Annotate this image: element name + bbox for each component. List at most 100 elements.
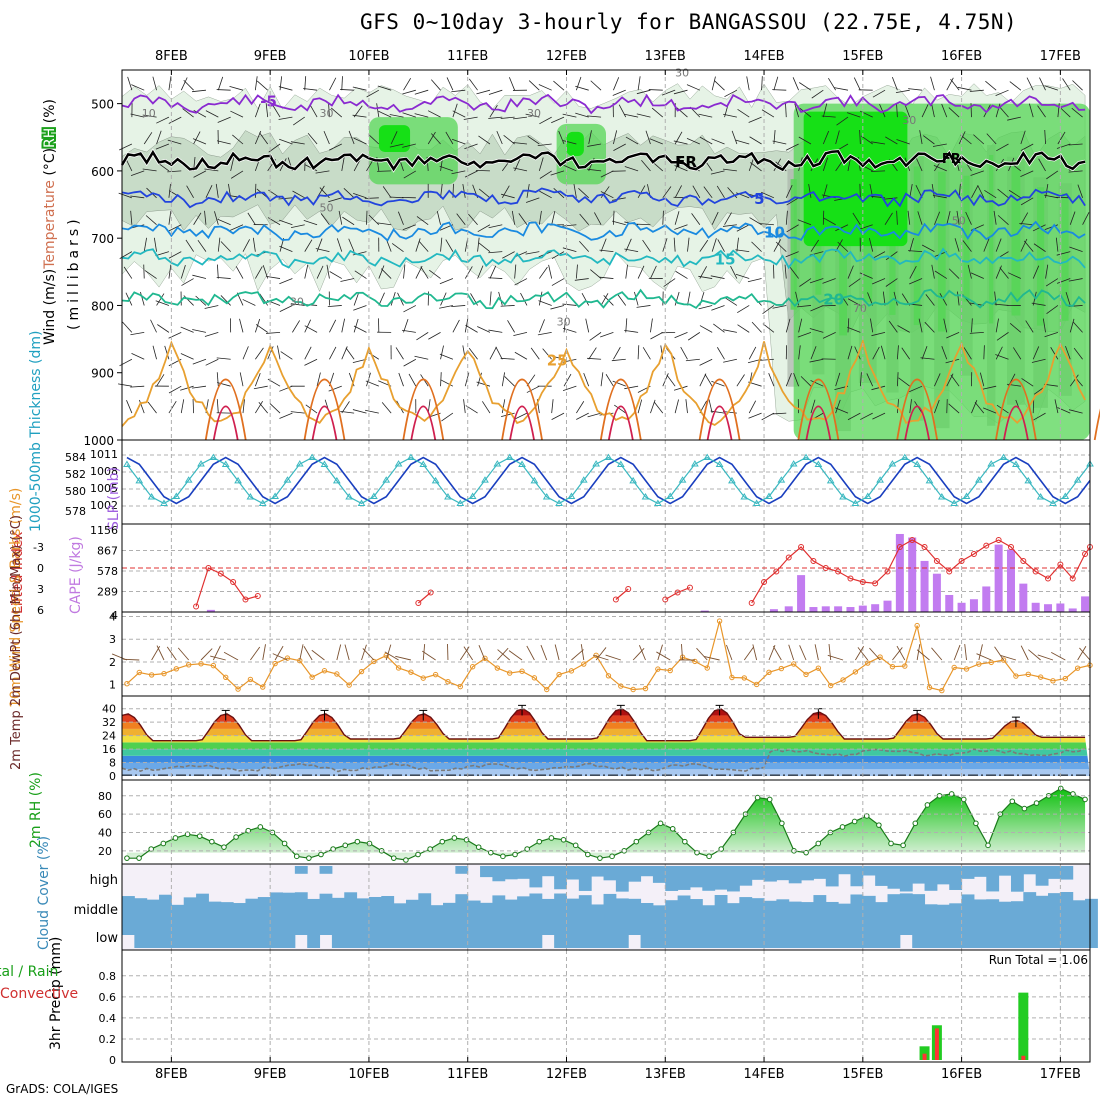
rh-marker (281, 840, 288, 847)
wind-speed-marker (865, 660, 871, 666)
wind-speed-marker (124, 680, 130, 687)
thickness-tick-label: 578 (65, 505, 86, 518)
wind-axis-label: 10m Wind Speed & Barbs (m/s) (8, 488, 24, 708)
rh-marker (1021, 805, 1028, 812)
cape-bar (1031, 602, 1040, 612)
lifted-index-line (664, 587, 691, 601)
wind-barb (590, 80, 602, 91)
wind-barb (748, 116, 762, 123)
wind-barb (216, 399, 219, 414)
wind-barb (415, 265, 423, 279)
wind-speed-marker (778, 665, 785, 672)
thickness-marker (678, 476, 687, 483)
temp-axis-label: 2m Temp 2m DewPt (6hr Min/Max) (°C) (9, 515, 24, 770)
thickness-marker (592, 460, 601, 467)
wind-barb (985, 80, 997, 91)
wind-barb (828, 78, 836, 91)
wind-barb (439, 165, 454, 172)
wind-barb (290, 411, 305, 414)
wind-barb (451, 138, 466, 145)
wind-barb (692, 185, 701, 199)
thickness-marker (332, 476, 341, 484)
rh-marker (500, 853, 506, 860)
wind-barb (1020, 170, 1034, 178)
precip-convective-bar (1021, 1055, 1026, 1060)
rh-marker (209, 838, 215, 845)
wind-barb (156, 374, 165, 387)
wind-barb (280, 351, 293, 360)
rh-marker (888, 840, 894, 847)
temp-contour-35 (311, 405, 338, 441)
wind-barb (859, 224, 873, 230)
wind-barb (811, 89, 824, 99)
temp-contour (121, 187, 1086, 209)
wind-barb (501, 185, 510, 199)
wind-barb (698, 305, 713, 310)
wind-barb (538, 84, 552, 91)
thickness-marker (221, 460, 230, 468)
wind-barb (126, 400, 133, 414)
wind-barb (402, 224, 417, 231)
wind-barb (562, 113, 577, 118)
lifted-index-marker (933, 558, 940, 564)
wind-barb (847, 345, 853, 360)
wind-barb (316, 265, 324, 279)
wind-barb (167, 170, 182, 173)
wind-barb-10m (303, 646, 313, 661)
wind-barb (600, 372, 604, 387)
middle-cloud-bar (282, 892, 296, 922)
wind-barb (452, 319, 460, 333)
thickness-marker (283, 476, 292, 483)
wind-barb (155, 300, 170, 306)
cape-bar (846, 607, 855, 612)
wind-barb (304, 239, 313, 252)
low-cloud-bar (356, 922, 370, 948)
wind-barb (130, 195, 145, 199)
middle-cloud-bar (628, 898, 642, 922)
wind-barb (896, 372, 899, 387)
wind-barb (553, 80, 565, 91)
wind-barb (934, 373, 941, 387)
wind-barb (884, 212, 893, 225)
wind-speed-marker (840, 677, 846, 683)
wind-barb (674, 399, 679, 414)
wind-speed-marker (803, 671, 809, 678)
wind-barb (563, 318, 567, 333)
thickness-marker (715, 460, 724, 468)
wind-barb (537, 143, 552, 147)
middle-cloud-bar (331, 897, 345, 922)
wind-barb (748, 346, 757, 360)
middle-cloud-bar (949, 903, 963, 922)
thickness-marker (493, 460, 502, 467)
contour-label: 10 (764, 223, 785, 241)
wind-barb (931, 264, 935, 279)
temp-contour-35 (1003, 405, 1029, 441)
wind-barb (408, 373, 417, 387)
wind-barb-10m (593, 654, 609, 661)
wind-barb (761, 109, 775, 118)
low-cloud-bar (714, 922, 728, 948)
wind-barb (1054, 399, 1059, 414)
wind-barb (440, 345, 444, 360)
wind-barb (1009, 81, 1022, 91)
wind-barb (909, 278, 923, 285)
wind-barb (342, 216, 355, 226)
date-label-bottom: 14FEB (743, 1067, 784, 1082)
wind-barb (488, 329, 503, 333)
wind-barb (612, 380, 626, 387)
wind-barb (995, 354, 1009, 360)
middle-cloud-bar (986, 899, 1000, 922)
rh-marker (779, 820, 785, 827)
wind-barb (600, 191, 614, 199)
thickness-marker (1049, 499, 1057, 506)
wind-speed-marker (704, 665, 710, 671)
wind-barb (794, 103, 799, 118)
wind-speed-marker (531, 675, 538, 681)
wind-speed-marker (605, 673, 612, 679)
high-cloud-bar (714, 866, 728, 890)
wind-barb (476, 381, 491, 387)
thickness-marker (851, 499, 860, 506)
wind-barb (441, 412, 454, 422)
wind-barb (737, 108, 750, 118)
middle-cloud-bar (714, 894, 728, 922)
